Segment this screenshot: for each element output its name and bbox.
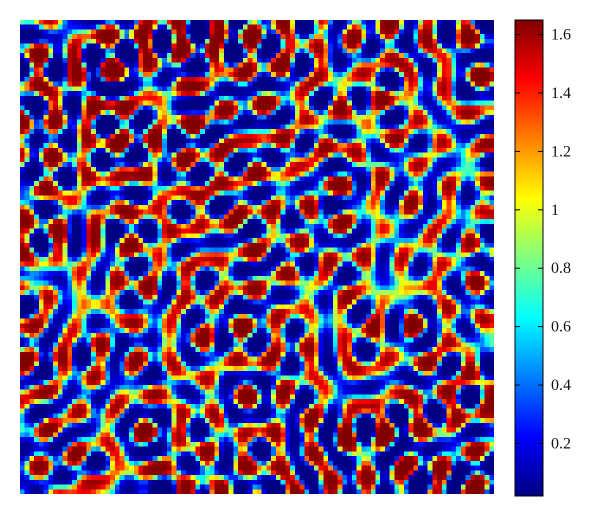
- colorbar-tick-label: 0.6: [551, 319, 571, 336]
- heatmap-plot-area: [20, 20, 494, 494]
- colorbar-ticks: 0.2 0.4 0.6 0.8 1 1.2 1.4 1.6: [515, 27, 571, 452]
- colorbar-tick-label: 0.8: [551, 260, 571, 277]
- colorbar: 0.2 0.4 0.6 0.8 1 1.2 1.4 1.6: [514, 19, 571, 497]
- colorbar-tick-label: 1.6: [551, 27, 571, 44]
- colorbar-tick-label: 1.2: [551, 143, 571, 160]
- colorbar-tick-label: 1.4: [551, 85, 571, 102]
- colorbar-tick-label: 0.2: [551, 435, 571, 452]
- heatmap-image: [20, 20, 494, 494]
- colorbar-tick-label: 0.4: [551, 377, 571, 394]
- colorbar-gradient: [514, 19, 544, 497]
- colorbar-tick-label: 1: [551, 202, 559, 219]
